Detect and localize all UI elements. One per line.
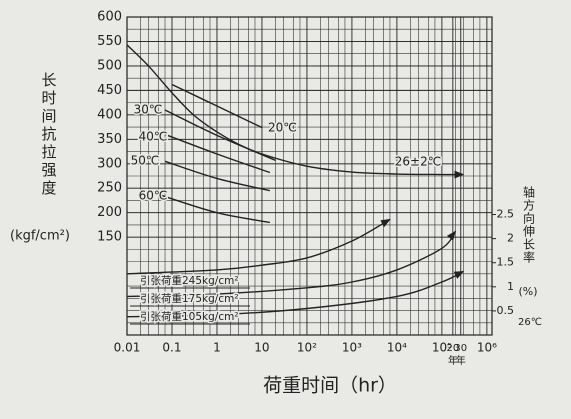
y2-axis-unit: (%) bbox=[518, 285, 537, 298]
x-tick-label: 10³ bbox=[342, 341, 362, 355]
series-line bbox=[161, 194, 271, 224]
x-tick-label: 10⁴ bbox=[387, 341, 407, 355]
series-line bbox=[126, 218, 391, 275]
y-tick-label: 400 bbox=[97, 107, 122, 122]
y-tick-label: 300 bbox=[97, 156, 122, 171]
series-line bbox=[171, 83, 263, 129]
x-tick-label: 1 bbox=[213, 341, 221, 355]
x-tick-label: 10⁵ bbox=[432, 341, 452, 355]
x-tick-label: 0.01 bbox=[114, 341, 141, 355]
series-label: 26±2℃ bbox=[395, 155, 441, 169]
y2-tick-label: 1 bbox=[507, 280, 514, 293]
y-tick-label: 600 bbox=[97, 10, 122, 25]
y-tick-label: 200 bbox=[97, 205, 122, 220]
y2-tick-label: 0.5 bbox=[497, 304, 515, 317]
y2-tick-label: 2.5 bbox=[497, 208, 515, 221]
y2-tick-label: 2 bbox=[507, 232, 514, 245]
x-tick-label: 10 bbox=[254, 341, 269, 355]
y-tick-label: 550 bbox=[97, 34, 122, 49]
y-tick-label: 250 bbox=[97, 181, 122, 196]
series-line bbox=[126, 230, 457, 298]
y2-note: 26℃ bbox=[518, 317, 542, 328]
x-tick-label: 20 bbox=[446, 343, 459, 354]
series-label: 20℃ bbox=[268, 121, 297, 135]
series-label: 40℃ bbox=[139, 130, 168, 144]
y2-axis-label: 轴方向伸长率 bbox=[522, 185, 536, 264]
series-label: 引张荷重105kg/cm² bbox=[140, 310, 239, 323]
y-axis-label: 长时间抗拉强度 bbox=[40, 72, 58, 198]
series-label: 30℃ bbox=[134, 103, 163, 117]
y-tick-label: 500 bbox=[97, 58, 122, 73]
series-line bbox=[164, 160, 271, 192]
y-tick-label: 150 bbox=[97, 230, 122, 245]
series-line bbox=[164, 109, 276, 161]
series-line bbox=[126, 270, 465, 318]
y2-tick-label: 1.5 bbox=[497, 256, 515, 269]
x-tick-label: 30 bbox=[454, 343, 467, 354]
x-axis-label: 荷重时间（hr） bbox=[263, 375, 397, 397]
y-tick-label: 350 bbox=[97, 132, 122, 147]
series-label: 引张荷重175kg/cm² bbox=[140, 292, 239, 305]
series-label: 60℃ bbox=[139, 189, 168, 203]
series-label: 引张荷重245kg/cm² bbox=[140, 274, 239, 287]
x-tick-label: 10² bbox=[297, 341, 317, 355]
x-tick-unit: 年 bbox=[448, 354, 458, 367]
x-tick-label: 0.1 bbox=[162, 341, 181, 355]
series-label: 50℃ bbox=[131, 154, 160, 168]
y-tick-label: 450 bbox=[97, 83, 122, 98]
series-line bbox=[164, 133, 271, 174]
y-axis-unit: (kgf/cm²) bbox=[10, 229, 70, 244]
x-tick-label: 10⁶ bbox=[477, 341, 497, 355]
x-tick-unit: 年 bbox=[456, 354, 466, 367]
